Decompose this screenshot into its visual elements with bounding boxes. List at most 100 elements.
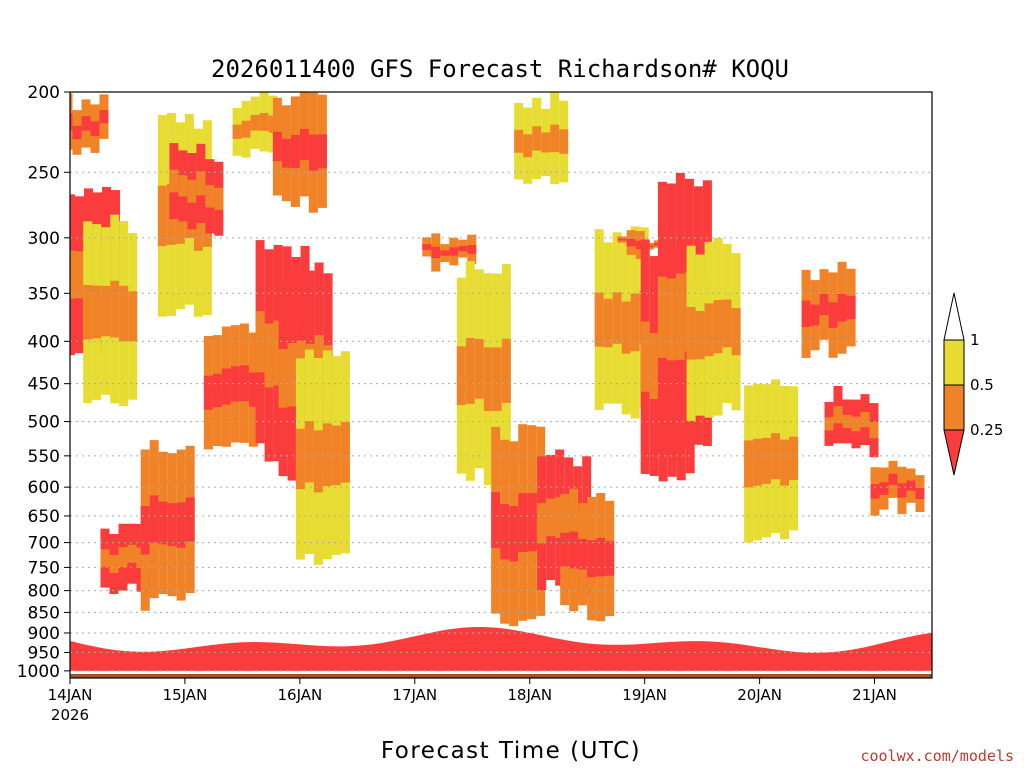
heatmap-cell [232, 124, 242, 139]
heatmap-cell [317, 134, 327, 169]
surface-layer [70, 627, 932, 678]
heatmap-cell [169, 169, 179, 193]
heatmap-cell [846, 295, 856, 320]
heatmap-cell [801, 300, 811, 328]
y-tick-label: 300 [28, 229, 60, 249]
heatmap-cell [167, 503, 177, 547]
heatmap-cell [230, 366, 240, 402]
y-tick-label: 800 [28, 582, 60, 602]
heatmap-cell [467, 245, 477, 254]
heatmap-cell [731, 308, 741, 356]
heatmap-cell [205, 185, 215, 208]
heatmap-cell-group [169, 143, 224, 236]
heatmap-cell [617, 238, 627, 241]
heatmap-cell [612, 292, 622, 344]
y-tick-label: 250 [28, 163, 60, 183]
heatmap-cell [860, 411, 870, 428]
y-tick-label: 400 [28, 332, 60, 352]
heatmap-cell [527, 493, 537, 552]
heatmap-cell [596, 537, 606, 577]
y-tick-label: 600 [28, 478, 60, 498]
heatmap-cell [888, 473, 898, 485]
heatmap-cell [509, 506, 519, 562]
heatmap-cell [264, 323, 274, 388]
heatmap-cell [70, 250, 75, 299]
y-tick-label: 700 [28, 534, 60, 554]
y-tick-label: 200 [28, 83, 60, 103]
heatmap-cell [140, 506, 150, 555]
heatmap-cell [178, 175, 188, 197]
y-tick-label: 350 [28, 284, 60, 304]
heatmap-cell [248, 372, 258, 407]
heatmap-cell [273, 320, 283, 386]
heatmap-cell-group [140, 440, 195, 611]
heatmap-cell [828, 302, 838, 328]
heatmap-cell [514, 129, 524, 153]
heatmap-cell-group [491, 424, 546, 627]
heatmap-cell [915, 488, 925, 500]
heatmap-cell [501, 338, 511, 403]
heatmap-cell-group [824, 386, 879, 458]
heatmap-cell [109, 555, 119, 573]
heatmap-cell [500, 504, 510, 560]
heatmap-cell [541, 132, 551, 153]
heatmap-cell [906, 480, 916, 491]
x-tick-label: 14JAN [48, 686, 93, 704]
heatmap-cell [100, 549, 110, 567]
heatmap-cell [55, 120, 64, 129]
heatmap-cell [55, 110, 64, 139]
heatmap-cell [259, 113, 269, 131]
heatmap-cell [810, 304, 820, 326]
y-tick-label: 500 [28, 413, 60, 433]
colorbar-label: 0.5 [970, 376, 994, 394]
heatmap-cell [833, 406, 843, 424]
y-tick-label: 450 [28, 375, 60, 395]
heatmap-cell [635, 240, 645, 250]
heatmap-cell-group [801, 261, 856, 358]
heatmap-cell [149, 495, 159, 543]
y-tick-label: 750 [28, 558, 60, 578]
heatmap-cell [771, 433, 781, 480]
heatmap-cell [212, 373, 222, 408]
heatmap-cell [555, 497, 565, 538]
colorbar-label: 1 [970, 331, 980, 349]
heatmap-cell [537, 503, 547, 544]
heatmap-cell [594, 292, 604, 347]
heatmap-cell [101, 285, 111, 337]
heatmap-cell [897, 483, 907, 498]
colorbar-top-extension [943, 292, 965, 341]
heatmap-cell [75, 251, 84, 299]
heatmap-cell [440, 250, 450, 256]
heatmap-cell [272, 131, 282, 162]
heatmap-cell [523, 134, 533, 158]
heatmap-cell [127, 544, 137, 563]
heatmap-cell [431, 246, 441, 259]
heatmap-cell [578, 538, 588, 570]
heatmap-cell [196, 171, 206, 196]
heatmap-cell [110, 280, 120, 338]
heatmap-cell [695, 311, 705, 360]
heatmap-cell [722, 299, 732, 348]
x-tick-label: 19JAN [622, 686, 667, 704]
heatmap-cell [221, 368, 231, 405]
x-tick-label: 20JAN [737, 686, 782, 704]
heatmap-cell [753, 438, 763, 486]
heatmap-cell [474, 339, 484, 399]
heatmap-cell [313, 430, 323, 493]
heatmap-cell [569, 531, 579, 569]
heatmap-cell [532, 126, 542, 151]
x-tick-label: 18JAN [507, 686, 552, 704]
heatmap-cell [422, 244, 432, 250]
heatmap-cell [157, 185, 167, 247]
x-tick-label: 16JAN [277, 686, 322, 704]
heatmap-cell [491, 492, 501, 549]
y-tick-label: 1000 [17, 662, 60, 682]
heatmap-cell [340, 422, 350, 483]
heatmap-cells [55, 92, 925, 627]
heatmap-cell [492, 347, 502, 411]
heatmap-cell [762, 437, 772, 484]
heatmap-cell [842, 414, 852, 429]
heatmap-cell [128, 291, 138, 342]
heatmap-cell [214, 187, 224, 210]
